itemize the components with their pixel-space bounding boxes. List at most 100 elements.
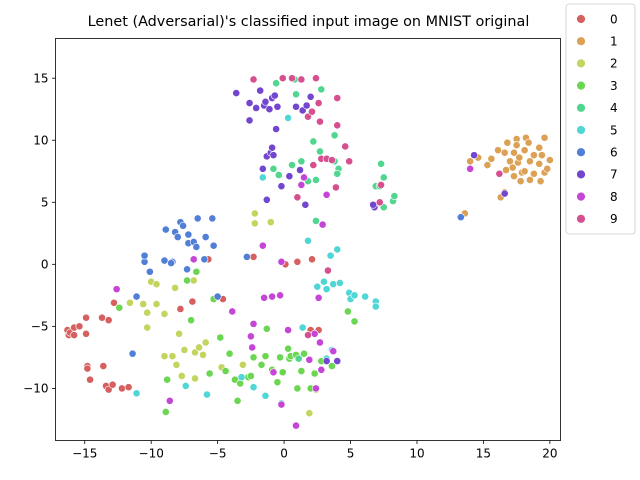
- data-point-digit-9: [304, 331, 312, 339]
- data-point-digit-5: [322, 285, 331, 294]
- data-point-digit-1: [483, 161, 492, 169]
- data-point-digit-4: [317, 85, 326, 94]
- data-point-digit-0: [83, 364, 92, 373]
- x-tick-label: 20: [542, 447, 557, 461]
- legend-label-6: 6: [610, 146, 618, 160]
- data-point-digit-2: [126, 298, 134, 307]
- legend-marker-3: [576, 80, 586, 91]
- data-point-digit-7: [322, 357, 331, 365]
- data-point-digit-2: [172, 360, 181, 369]
- data-point-digit-4: [274, 171, 283, 179]
- data-point-digit-9: [293, 193, 302, 202]
- data-point-digit-7: [333, 357, 342, 365]
- data-point-digit-5: [258, 173, 267, 182]
- data-point-digit-0: [188, 297, 197, 306]
- data-point-digit-8: [228, 307, 237, 316]
- data-point-digit-7: [245, 99, 254, 107]
- data-point-digit-1: [540, 133, 549, 142]
- data-point-digit-2: [189, 276, 198, 285]
- data-point-digit-5: [333, 245, 342, 254]
- data-point-digit-3: [343, 307, 352, 316]
- data-point-digit-0: [308, 255, 316, 264]
- data-point-digit-4: [316, 147, 324, 156]
- data-point-digit-6: [184, 230, 193, 239]
- data-point-digit-6: [200, 255, 209, 264]
- data-point-digit-3: [249, 353, 258, 362]
- data-point-digit-9: [288, 74, 296, 83]
- data-point-digit-8: [310, 329, 319, 338]
- data-point-digit-9: [249, 75, 258, 84]
- data-point-digit-6: [456, 213, 465, 222]
- data-point-digit-0: [249, 252, 258, 261]
- legend-label-4: 4: [610, 101, 618, 115]
- data-point-digit-6: [173, 233, 182, 241]
- legend-label-3: 3: [610, 79, 618, 93]
- data-point-digit-3: [216, 333, 225, 342]
- data-point-digit-9: [377, 181, 385, 189]
- data-point-digit-6: [167, 259, 176, 267]
- data-point-digit-7: [277, 182, 286, 191]
- data-point-digit-2: [139, 300, 148, 308]
- data-point-digit-9: [278, 74, 287, 83]
- data-point-digit-7: [268, 143, 277, 152]
- data-point-digit-5: [284, 114, 292, 122]
- data-point-digit-5: [320, 277, 328, 286]
- data-point-digit-8: [300, 173, 308, 182]
- x-axis: −15 −10 −5 0 5 10 15 20: [72, 440, 558, 461]
- data-point-digit-5: [261, 391, 270, 400]
- data-point-digit-3: [192, 267, 201, 276]
- data-point-digit-8: [260, 293, 269, 302]
- data-point-digit-2: [266, 218, 275, 227]
- data-point-digit-3: [161, 408, 170, 416]
- data-point-digit-6: [160, 256, 169, 265]
- x-tick-label: −5: [209, 447, 227, 461]
- data-point-digit-5: [304, 236, 312, 245]
- data-point-digit-3: [328, 362, 336, 370]
- data-point-digit-0: [75, 322, 84, 331]
- data-point-digit-1: [510, 148, 518, 157]
- y-tick-label: 0: [41, 258, 49, 272]
- data-point-digit-5: [361, 292, 370, 301]
- data-point-digit-3: [284, 344, 292, 353]
- data-point-digit-6: [242, 252, 251, 261]
- legend: 0 1 2 3 4 5 6 7 8 9: [565, 3, 636, 235]
- legend-marker-9: [576, 214, 586, 224]
- data-point-digit-6: [208, 214, 217, 223]
- data-point-digit-5: [371, 302, 380, 311]
- data-point-digit-0: [124, 383, 133, 392]
- data-point-digit-7: [369, 200, 378, 209]
- data-point-digit-8: [248, 343, 257, 352]
- data-point-digit-3: [233, 396, 242, 405]
- data-point-digit-9: [345, 157, 354, 166]
- data-point-digit-4: [377, 159, 385, 168]
- x-tick-label: 10: [409, 447, 424, 461]
- data-point-digit-8: [297, 181, 306, 189]
- data-point-digit-3: [115, 303, 124, 312]
- data-point-digit-1: [535, 143, 544, 152]
- legend-marker-4: [576, 103, 586, 113]
- data-point-digit-1: [537, 151, 546, 160]
- data-point-digit-5: [181, 382, 190, 390]
- data-point-digit-3: [261, 352, 270, 361]
- data-point-digit-0: [86, 375, 94, 384]
- data-point-digit-0: [104, 316, 113, 325]
- data-point-digit-4: [294, 354, 303, 363]
- data-point-digit-5: [249, 383, 258, 392]
- data-point-digit-3: [278, 368, 287, 377]
- data-point-digit-3: [293, 384, 302, 393]
- data-point-digit-3: [262, 324, 271, 333]
- data-point-digit-4: [379, 173, 388, 182]
- data-point-digit-6: [192, 243, 201, 251]
- data-point-digit-3: [297, 367, 306, 375]
- data-point-digit-8: [329, 347, 338, 356]
- data-point-digit-2: [195, 343, 203, 352]
- data-point-digit-7: [296, 166, 304, 174]
- data-point-digit-2: [152, 280, 161, 289]
- data-point-digit-1: [503, 138, 512, 147]
- data-point-digit-6: [145, 267, 154, 276]
- data-point-digit-7: [273, 102, 282, 111]
- data-point-digit-2: [152, 300, 161, 308]
- data-point-digit-2: [160, 310, 169, 318]
